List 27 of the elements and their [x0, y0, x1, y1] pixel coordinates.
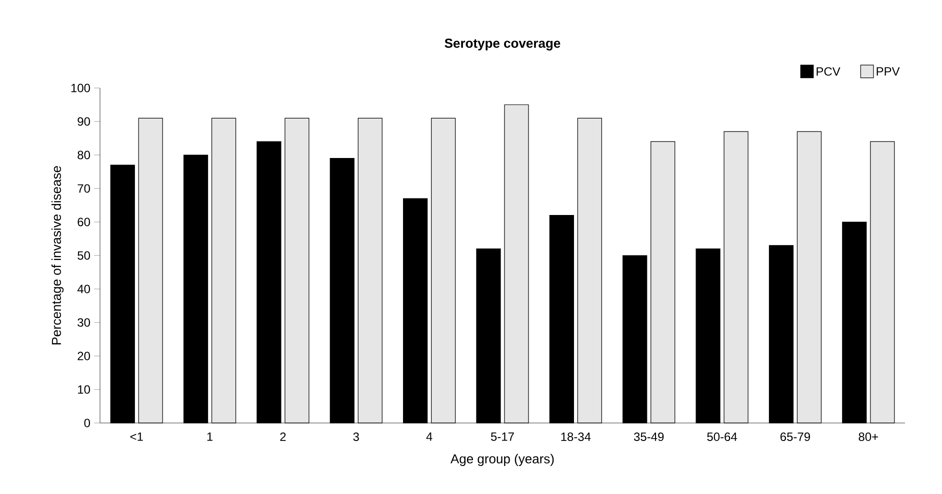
y-axis-title: Percentage of invasive disease — [51, 166, 64, 344]
chart-title: Serotype coverage — [444, 38, 560, 50]
x-tick-label: 5-17 — [490, 432, 514, 441]
y-tick-label: 0 — [84, 418, 90, 428]
y-tick-label: 100 — [71, 84, 90, 92]
y-tick-label: 30 — [78, 318, 90, 327]
legend-label: PPV — [876, 67, 900, 76]
x-tick-label: 1 — [207, 432, 213, 441]
x-tick-label: 65-79 — [780, 432, 810, 442]
x-tick-label: 80+ — [858, 432, 878, 442]
y-tick-label: 50 — [78, 251, 90, 260]
x-tick-label: 18-34 — [561, 432, 591, 442]
x-tick-label: 3 — [353, 432, 359, 442]
x-tick-label: 35-49 — [634, 432, 664, 442]
x-tick-label: 4 — [426, 432, 432, 441]
legend-label: PCV — [816, 67, 840, 76]
x-tick-label: 2 — [280, 432, 286, 441]
y-tick-label: 90 — [78, 117, 90, 126]
y-tick-label: 80 — [78, 150, 90, 160]
y-tick-label: 10 — [78, 385, 90, 394]
y-tick-label: 40 — [77, 284, 90, 294]
x-axis-title: Age group (years) — [450, 454, 554, 466]
y-tick-label: 20 — [78, 352, 90, 360]
x-tick-label: 50-64 — [707, 432, 738, 442]
y-tick-label: 70 — [78, 184, 90, 193]
x-tick-label: <1 — [130, 432, 143, 441]
y-tick-label: 60 — [78, 218, 90, 226]
